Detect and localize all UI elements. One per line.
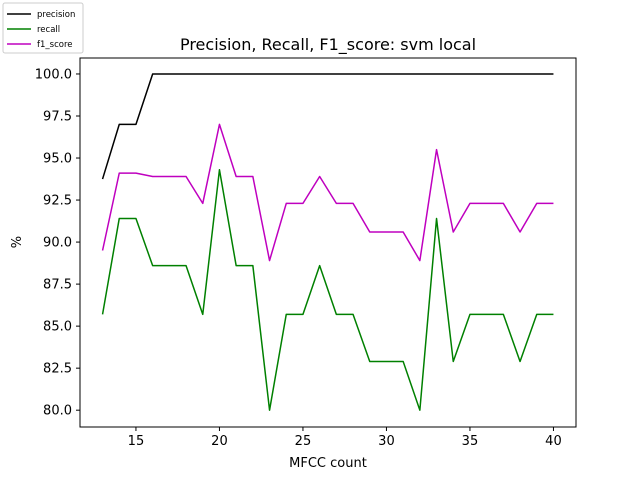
x-tick-label: 15 bbox=[128, 434, 145, 449]
y-axis-label: % bbox=[10, 236, 25, 248]
x-axis-label: MFCC count bbox=[289, 456, 367, 471]
y-axis-ticks: 80.0 82.5 85.0 87.5 90.0 92.5 95.0 97.5 100.0 bbox=[35, 67, 80, 419]
x-tick-label: 35 bbox=[462, 434, 479, 449]
chart-title: Precision, Recall, F1_score: svm local bbox=[180, 35, 476, 55]
x-tick-label: 20 bbox=[211, 434, 228, 449]
y-tick-label: 87.5 bbox=[43, 278, 72, 293]
series-lines bbox=[101, 73, 554, 411]
legend-box bbox=[2, 2, 84, 54]
x-tick-label: 30 bbox=[378, 434, 395, 449]
y-tick-label: 82.5 bbox=[43, 362, 72, 377]
x-tick-label: 40 bbox=[545, 434, 562, 449]
y-tick-label: 80.0 bbox=[43, 404, 72, 419]
y-tick-label: 95.0 bbox=[43, 152, 72, 167]
plot-area bbox=[80, 58, 576, 427]
legend-label: precision bbox=[37, 10, 75, 20]
y-tick-label: 100.0 bbox=[35, 67, 72, 82]
x-tick-label: 25 bbox=[295, 434, 312, 449]
x-axis-ticks: 15 20 25 30 35 40 bbox=[128, 427, 562, 449]
legend-label: f1_score bbox=[37, 40, 73, 50]
y-tick-label: 92.5 bbox=[43, 194, 72, 209]
y-tick-label: 85.0 bbox=[43, 320, 72, 335]
y-tick-label: 97.5 bbox=[43, 109, 72, 124]
series-line-f1-score bbox=[101, 123, 554, 262]
series-line-precision bbox=[101, 73, 554, 180]
legend: precision recall f1_score bbox=[2, 2, 84, 54]
legend-label: recall bbox=[37, 25, 60, 35]
series-line-recall bbox=[101, 169, 554, 411]
y-tick-label: 90.0 bbox=[43, 236, 72, 251]
